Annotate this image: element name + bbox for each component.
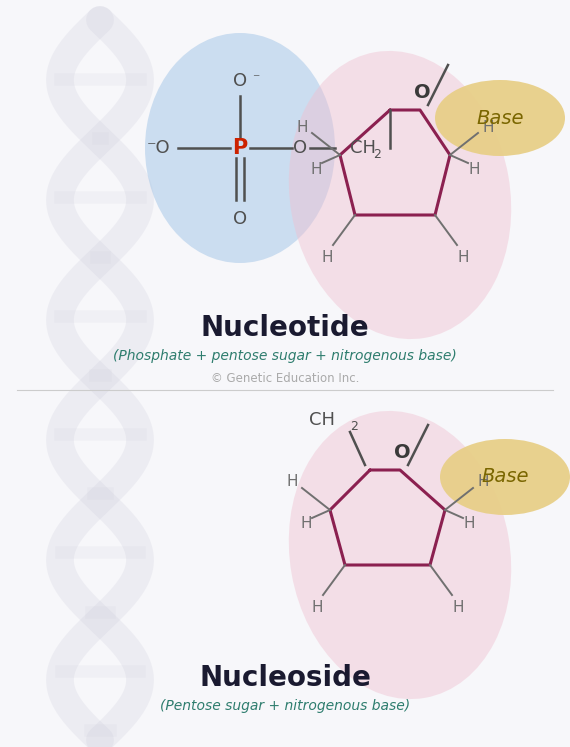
Text: H: H [310, 161, 321, 176]
Text: ⁻: ⁻ [252, 72, 259, 86]
Text: O: O [233, 72, 247, 90]
Text: Base: Base [481, 468, 529, 486]
Text: O: O [293, 139, 307, 157]
Text: H: H [311, 600, 323, 615]
Text: O: O [233, 210, 247, 228]
Text: H: H [457, 249, 469, 264]
Text: H: H [477, 474, 488, 489]
Text: CH: CH [350, 139, 376, 157]
Ellipse shape [289, 51, 511, 339]
Ellipse shape [435, 80, 565, 156]
Text: H: H [452, 600, 464, 615]
Text: O: O [414, 83, 430, 102]
Text: H: H [482, 120, 494, 134]
Text: Nucleoside: Nucleoside [199, 664, 371, 692]
Text: 2: 2 [373, 147, 381, 161]
Text: CH: CH [309, 411, 335, 429]
Text: 2: 2 [350, 420, 358, 433]
Text: ⁻O: ⁻O [146, 139, 170, 157]
Ellipse shape [289, 411, 511, 699]
Text: H: H [296, 120, 308, 134]
Ellipse shape [145, 33, 335, 263]
Text: O: O [394, 443, 410, 462]
Ellipse shape [440, 439, 570, 515]
Text: P: P [233, 138, 247, 158]
Text: (Pentose sugar + nitrogenous base): (Pentose sugar + nitrogenous base) [160, 699, 410, 713]
Text: (Phosphate + pentose sugar + nitrogenous base): (Phosphate + pentose sugar + nitrogenous… [113, 349, 457, 363]
Text: Base: Base [477, 108, 524, 128]
Text: © Genetic Education Inc.: © Genetic Education Inc. [211, 371, 359, 385]
Text: H: H [300, 516, 312, 532]
Text: H: H [463, 516, 475, 532]
Text: H: H [468, 161, 480, 176]
Text: H: H [321, 249, 333, 264]
Text: Nucleotide: Nucleotide [201, 314, 369, 342]
Text: H: H [286, 474, 298, 489]
